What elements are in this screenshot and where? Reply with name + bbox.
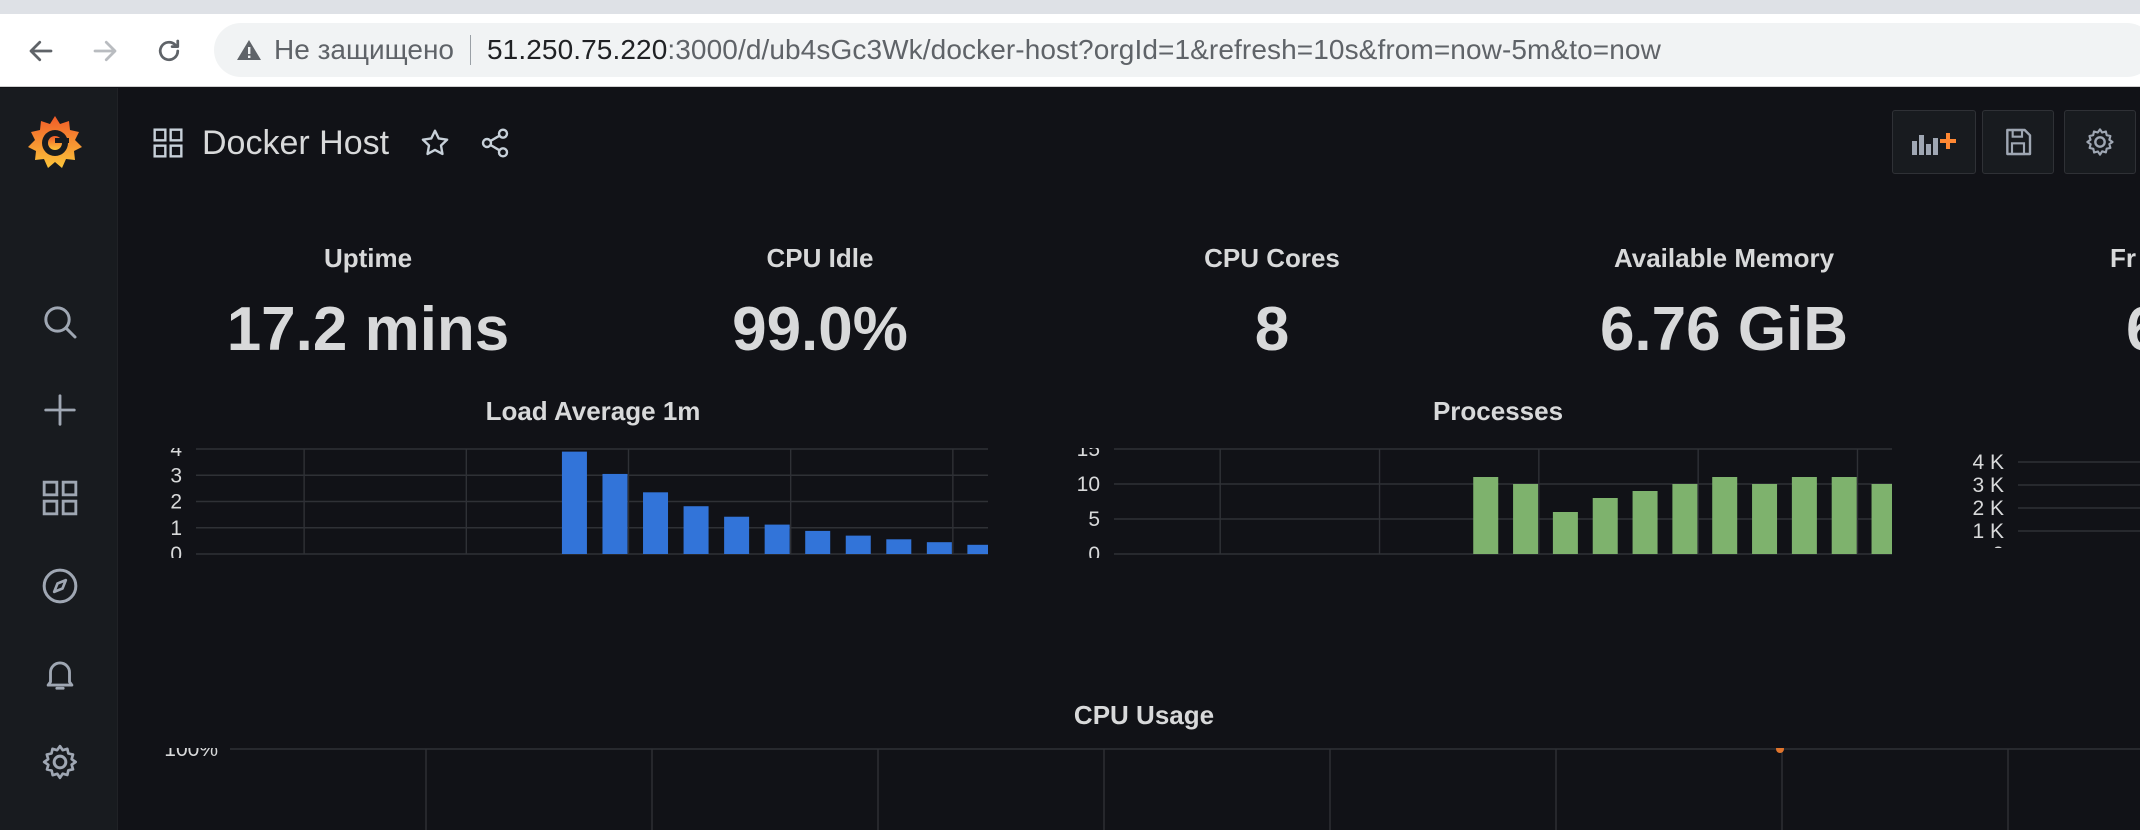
bell-icon[interactable] bbox=[38, 652, 82, 696]
add-panel-button[interactable] bbox=[1892, 110, 1976, 174]
bar bbox=[845, 535, 871, 554]
stat-value: 17.2 mins bbox=[226, 295, 510, 364]
bar bbox=[1791, 477, 1817, 554]
y-tick-label: 5 bbox=[1088, 508, 1100, 531]
address-bar[interactable]: Не защищено 51.250.75.220:3000/d/ub4sGc3… bbox=[214, 23, 2140, 77]
y-tick-label: 2 K bbox=[1972, 497, 2004, 520]
processes-chart[interactable]: 05101512:3012:3112:3212:3312:34 bbox=[1056, 448, 1916, 558]
stat-panel-uptime[interactable]: Uptime 17.2 mins bbox=[148, 243, 588, 365]
dashboard-title[interactable]: Docker Host bbox=[202, 123, 390, 162]
bar bbox=[1592, 498, 1618, 554]
panel-title-cpu-usage[interactable]: CPU Usage bbox=[1073, 700, 1215, 730]
stat-value: 6.76 GiB bbox=[1599, 295, 1849, 364]
side-menu bbox=[0, 88, 118, 830]
partial-chart-right[interactable]: 01 K2 K3 K4 K bbox=[1950, 448, 2140, 548]
stat-title: Available Memory bbox=[1613, 243, 1835, 273]
stat-panel-free-partial[interactable]: Fr 6 bbox=[2030, 243, 2140, 365]
browser-toolbar: Не защищено 51.250.75.220:3000/d/ub4sGc3… bbox=[0, 14, 2140, 87]
stat-panel-available-memory[interactable]: Available Memory 6.76 GiB bbox=[1504, 243, 1944, 365]
browser-tab-strip bbox=[0, 0, 2140, 14]
dashboard-nav: Docker Host bbox=[152, 118, 511, 168]
bar bbox=[1672, 484, 1698, 554]
warning-icon[interactable] bbox=[236, 37, 262, 63]
grafana-app: Docker Host Uptime 17.2 mins CPU Idle 99… bbox=[0, 88, 2140, 830]
share-icon[interactable] bbox=[479, 127, 511, 159]
bar bbox=[1871, 484, 1892, 554]
y-tick-label: 1 bbox=[170, 517, 182, 540]
bar bbox=[602, 473, 628, 554]
url-text[interactable]: 51.250.75.220:3000/d/ub4sGc3Wk/docker-ho… bbox=[487, 34, 1661, 66]
url-path: :3000/d/ub4sGc3Wk/docker-host?orgId=1&re… bbox=[667, 34, 1661, 65]
dashboard-grid-icon bbox=[153, 128, 183, 158]
stat-value: 99.0% bbox=[732, 295, 908, 364]
bar bbox=[1473, 477, 1499, 554]
stat-title: Fr bbox=[2110, 243, 2136, 273]
url-divider bbox=[470, 35, 471, 65]
arrow-left-icon bbox=[29, 40, 53, 62]
bar bbox=[764, 524, 790, 554]
save-dashboard-button[interactable] bbox=[1982, 110, 2054, 174]
stat-title: CPU Idle bbox=[766, 243, 874, 273]
url-host: 51.250.75.220 bbox=[487, 34, 668, 65]
y-tick-label: 0 bbox=[1088, 543, 1100, 558]
add-panel-icon bbox=[1912, 133, 1956, 155]
arrow-right-icon bbox=[93, 40, 117, 62]
bar bbox=[1712, 477, 1738, 554]
star-icon[interactable] bbox=[419, 127, 451, 159]
y-tick-label: 0 bbox=[1992, 543, 2004, 548]
y-tick-label: 3 K bbox=[1972, 474, 2004, 497]
data-point bbox=[1776, 748, 1784, 753]
reload-icon bbox=[158, 39, 180, 62]
bar bbox=[967, 544, 988, 554]
bar bbox=[1552, 512, 1578, 554]
y-tick-label: 3 bbox=[170, 464, 182, 487]
cpu-usage-chart[interactable]: 100% bbox=[148, 748, 2140, 830]
bar bbox=[724, 516, 750, 554]
y-tick-label: 15 bbox=[1077, 448, 1100, 461]
plus-icon[interactable] bbox=[38, 388, 82, 432]
bar bbox=[1513, 484, 1539, 554]
save-icon bbox=[2006, 128, 2032, 156]
security-status-label[interactable]: Не защищено bbox=[274, 34, 454, 65]
grafana-logo-icon[interactable] bbox=[24, 112, 86, 174]
panel-title-processes[interactable]: Processes bbox=[1432, 396, 1564, 426]
y-tick-label: 100% bbox=[164, 748, 218, 761]
bar bbox=[643, 492, 669, 554]
stat-value: 8 bbox=[1254, 295, 1290, 364]
compass-icon[interactable] bbox=[38, 564, 82, 608]
search-icon[interactable] bbox=[38, 300, 82, 344]
y-tick-label: 0 bbox=[170, 543, 182, 558]
back-button[interactable] bbox=[24, 34, 58, 68]
stat-title: Uptime bbox=[323, 243, 413, 273]
stat-panel-cpu-cores[interactable]: CPU Cores 8 bbox=[1052, 243, 1492, 365]
panel-title-load-average[interactable]: Load Average 1m bbox=[485, 396, 701, 426]
load-average-chart[interactable]: 0123412:3012:3112:3212:3312:34 bbox=[148, 448, 1008, 558]
y-tick-label: 10 bbox=[1077, 473, 1100, 496]
bar bbox=[886, 539, 912, 554]
stat-title: CPU Cores bbox=[1204, 243, 1340, 273]
y-tick-label: 2 bbox=[170, 491, 182, 514]
bar bbox=[926, 542, 952, 554]
dashboard-settings-button[interactable] bbox=[2064, 110, 2136, 174]
bar bbox=[1752, 484, 1778, 554]
bar bbox=[561, 451, 587, 554]
y-tick-label: 4 bbox=[170, 448, 182, 461]
settings-gear-icon bbox=[2086, 128, 2114, 156]
gear-icon[interactable] bbox=[38, 740, 82, 784]
dashboards-grid-icon[interactable] bbox=[38, 476, 82, 520]
bar bbox=[805, 530, 831, 554]
reload-button[interactable] bbox=[152, 34, 186, 68]
stat-panel-cpu-idle[interactable]: CPU Idle 99.0% bbox=[600, 243, 1040, 365]
bar bbox=[683, 506, 709, 554]
y-tick-label: 1 K bbox=[1972, 520, 2004, 543]
forward-button[interactable] bbox=[88, 34, 122, 68]
stat-value: 6 bbox=[2030, 294, 2140, 365]
bar bbox=[1632, 491, 1658, 554]
y-tick-label: 4 K bbox=[1972, 451, 2004, 474]
bar bbox=[1831, 477, 1857, 554]
